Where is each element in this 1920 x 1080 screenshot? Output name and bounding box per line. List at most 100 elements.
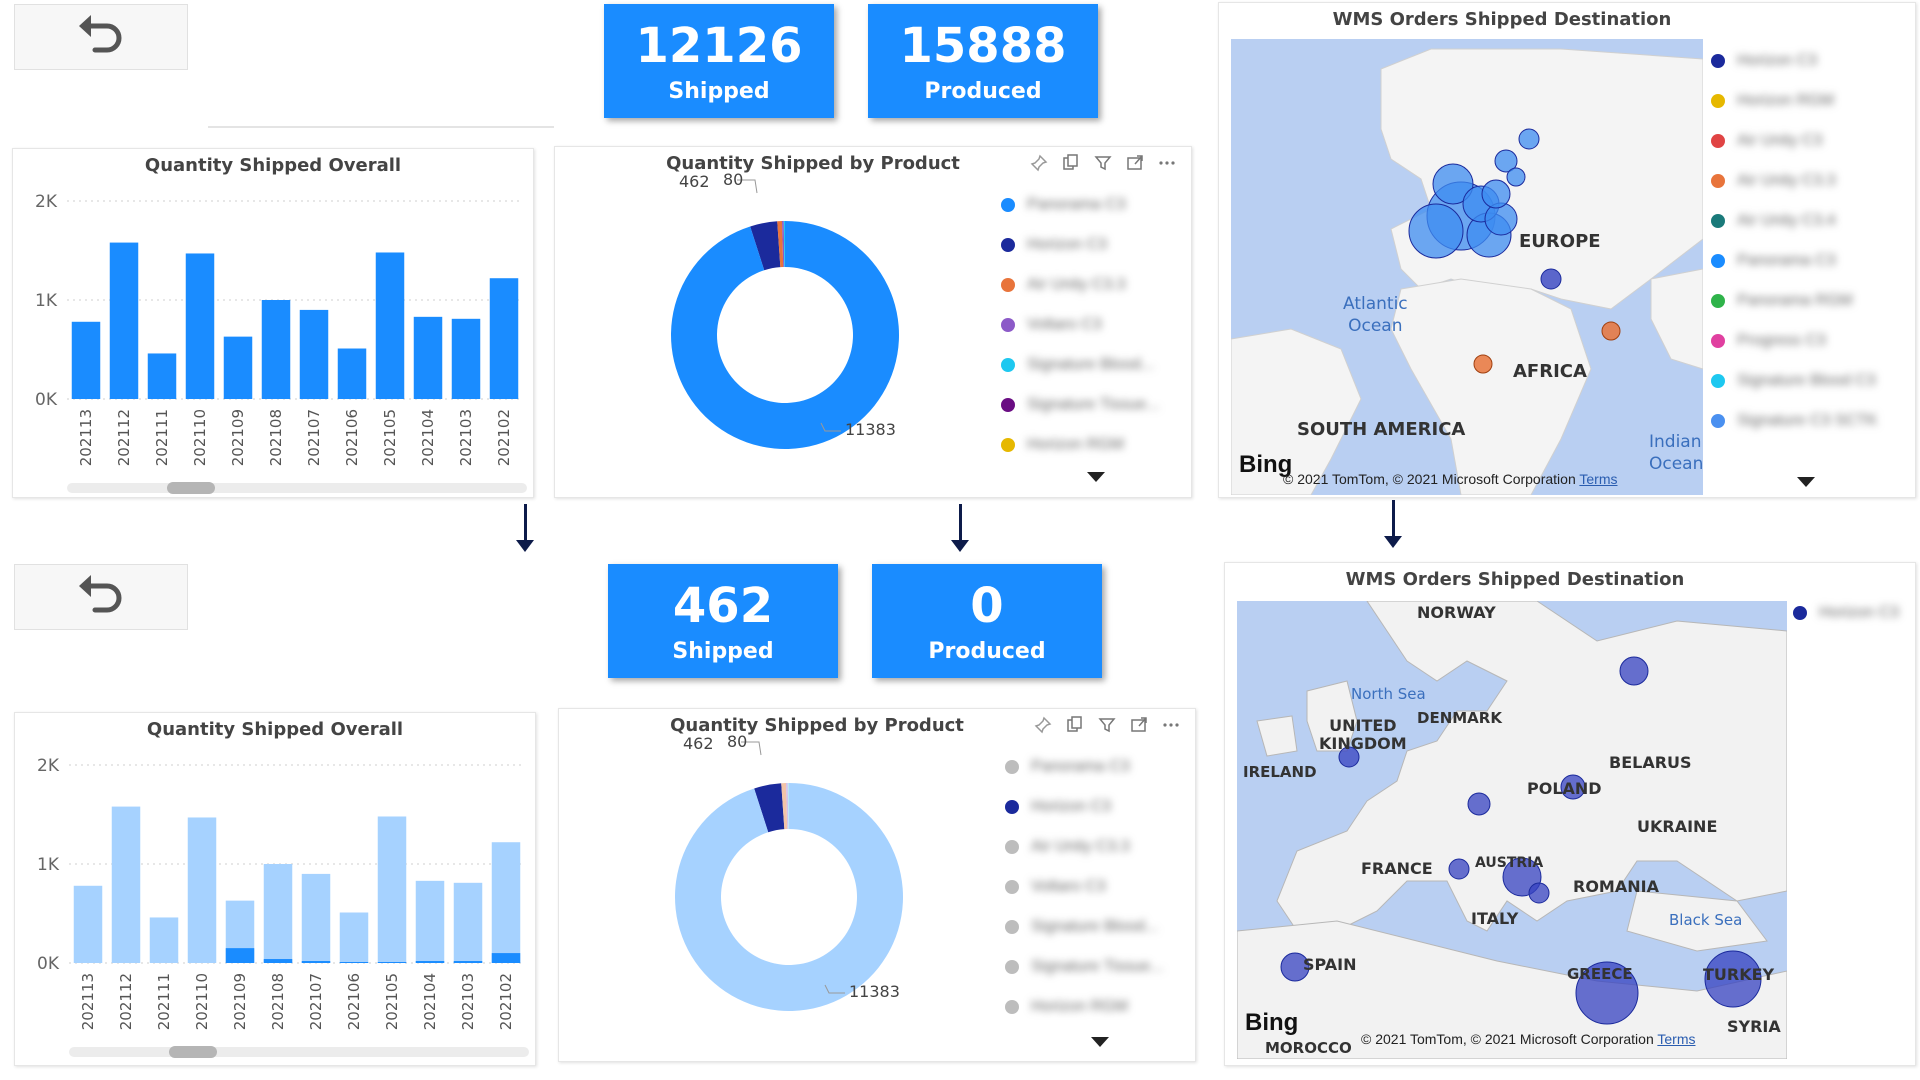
highlighted-bar[interactable] <box>339 962 369 963</box>
map-bubble[interactable] <box>1432 163 1474 205</box>
bar[interactable] <box>223 336 253 399</box>
donut-slice[interactable] <box>671 221 899 449</box>
more-options-icon[interactable] <box>1157 153 1177 173</box>
bar[interactable] <box>185 253 215 399</box>
map-legend[interactable]: Horizon C3 <box>1793 593 1899 633</box>
chevron-down-icon[interactable] <box>1087 472 1105 482</box>
map-panel[interactable]: WMS Orders Shipped Destination NORWAY UN… <box>1224 562 1916 1066</box>
legend-item[interactable]: Horizon RGM <box>1711 81 1878 121</box>
legend-item[interactable]: Horizon C3 <box>1001 225 1160 265</box>
bar[interactable] <box>301 873 331 963</box>
highlighted-bar[interactable] <box>377 962 407 963</box>
legend-item[interactable]: Air Unity C3.3 <box>1005 827 1164 867</box>
highlighted-bar[interactable] <box>225 948 255 963</box>
back-button[interactable] <box>14 4 188 70</box>
bar-chart-panel[interactable]: Quantity Shipped Overall 0K 1K 2K 202113 202… <box>12 148 534 498</box>
bar[interactable] <box>339 912 369 963</box>
back-button[interactable] <box>14 564 188 630</box>
legend-item[interactable]: Progress C3 <box>1711 321 1878 361</box>
legend-item[interactable]: Panorama C3 <box>1001 185 1160 225</box>
bar[interactable] <box>111 806 141 963</box>
donut-slice[interactable] <box>782 221 785 268</box>
legend-item[interactable]: Air Unity C3.3 <box>1001 265 1160 305</box>
legend-item[interactable]: Signature Tissue... <box>1001 385 1160 425</box>
bar[interactable] <box>109 242 139 399</box>
donut-slice[interactable] <box>750 221 781 271</box>
world-map[interactable]: EUROPE AFRICA SOUTH AMERICA Atlantic Oce… <box>1231 39 1703 495</box>
map-bubble[interactable] <box>1518 128 1540 150</box>
map-bubble[interactable] <box>1704 950 1762 1008</box>
terms-link[interactable]: Terms <box>1657 1031 1696 1047</box>
map-bubble[interactable] <box>1481 179 1511 209</box>
map-bubble[interactable] <box>1280 952 1310 982</box>
donut-chart-panel[interactable]: Quantity Shipped by Product 462 80 11383 P… <box>554 146 1192 498</box>
filter-icon[interactable] <box>1097 715 1117 735</box>
chart-legend[interactable]: Panorama C3 Horizon C3 Air Unity C3.3 Volta… <box>1005 747 1164 1027</box>
horizontal-scrollbar[interactable] <box>69 1046 529 1058</box>
map-bubble[interactable] <box>1560 774 1586 800</box>
donut-slice[interactable] <box>781 783 788 830</box>
focus-mode-icon[interactable] <box>1129 715 1149 735</box>
highlighted-bar[interactable] <box>415 961 445 963</box>
donut-slice[interactable] <box>777 221 784 268</box>
legend-item[interactable]: Panorama C3 <box>1005 747 1164 787</box>
legend-item[interactable]: Horizon C3 <box>1711 41 1878 81</box>
chevron-down-icon[interactable] <box>1091 1037 1109 1047</box>
bar[interactable] <box>413 316 443 399</box>
pin-icon[interactable] <box>1029 153 1049 173</box>
legend-item[interactable]: Panorama C3 <box>1711 241 1878 281</box>
legend-item[interactable]: Air Unity C3.3 <box>1711 161 1878 201</box>
europe-map[interactable]: NORWAY UNITED KINGDOM DENMARK IRELAND BE… <box>1237 601 1787 1059</box>
legend-item[interactable]: Signature Blood C3 <box>1711 361 1878 401</box>
bar[interactable] <box>149 917 179 963</box>
bar[interactable] <box>187 817 217 963</box>
donut-slice[interactable] <box>754 783 785 833</box>
bar[interactable] <box>489 278 519 399</box>
legend-item[interactable]: Horizon C3 <box>1005 787 1164 827</box>
map-bubble[interactable] <box>1408 203 1464 259</box>
focus-mode-icon[interactable] <box>1125 153 1145 173</box>
bar[interactable] <box>261 300 291 399</box>
legend-item[interactable]: Panorama RGM <box>1711 281 1878 321</box>
map-bubble[interactable] <box>1575 961 1639 1025</box>
highlighted-bar[interactable] <box>263 959 293 963</box>
map-bubble[interactable] <box>1484 202 1518 236</box>
bar[interactable] <box>375 252 405 399</box>
donut-slice[interactable] <box>675 783 903 1011</box>
donut-slice[interactable] <box>786 783 789 830</box>
bar[interactable] <box>299 309 329 399</box>
bar[interactable] <box>337 348 367 399</box>
bar[interactable] <box>73 885 103 963</box>
map-bubble[interactable] <box>1448 858 1470 880</box>
terms-link[interactable]: Terms <box>1579 471 1618 487</box>
legend-item[interactable]: Voltaro C3 <box>1001 305 1160 345</box>
map-bubble[interactable] <box>1467 792 1491 816</box>
map-panel[interactable]: WMS Orders Shipped Destination EUROPE AF… <box>1218 2 1916 498</box>
map-legend[interactable]: Horizon C3 Horizon RGM Air Unity C3 Air Uni… <box>1711 41 1878 441</box>
legend-item[interactable]: Signature Blood... <box>1005 907 1164 947</box>
filter-icon[interactable] <box>1093 153 1113 173</box>
map-bubble[interactable] <box>1338 746 1360 768</box>
more-options-icon[interactable] <box>1161 715 1181 735</box>
highlighted-bar[interactable] <box>491 953 521 963</box>
legend-item[interactable]: Signature C3 SCTK <box>1711 401 1878 441</box>
map-bubble[interactable] <box>1528 882 1550 904</box>
pin-icon[interactable] <box>1033 715 1053 735</box>
bar[interactable] <box>71 321 101 399</box>
bar[interactable] <box>415 880 445 963</box>
legend-item[interactable]: Voltaro C3 <box>1005 867 1164 907</box>
bar[interactable] <box>147 353 177 399</box>
map-bubble[interactable] <box>1494 149 1518 173</box>
legend-item[interactable]: Horizon RGM <box>1001 425 1160 465</box>
map-bubble[interactable] <box>1506 167 1526 187</box>
bar[interactable] <box>491 842 521 963</box>
donut-slice[interactable] <box>783 221 785 268</box>
map-bubble[interactable] <box>1473 354 1493 374</box>
horizontal-scrollbar[interactable] <box>67 482 527 494</box>
map-bubble[interactable] <box>1601 321 1621 341</box>
copy-icon[interactable] <box>1061 153 1081 173</box>
highlighted-bar[interactable] <box>453 961 483 963</box>
chevron-down-icon[interactable] <box>1797 477 1815 487</box>
copy-icon[interactable] <box>1065 715 1085 735</box>
legend-item[interactable]: Signature Blood... <box>1001 345 1160 385</box>
